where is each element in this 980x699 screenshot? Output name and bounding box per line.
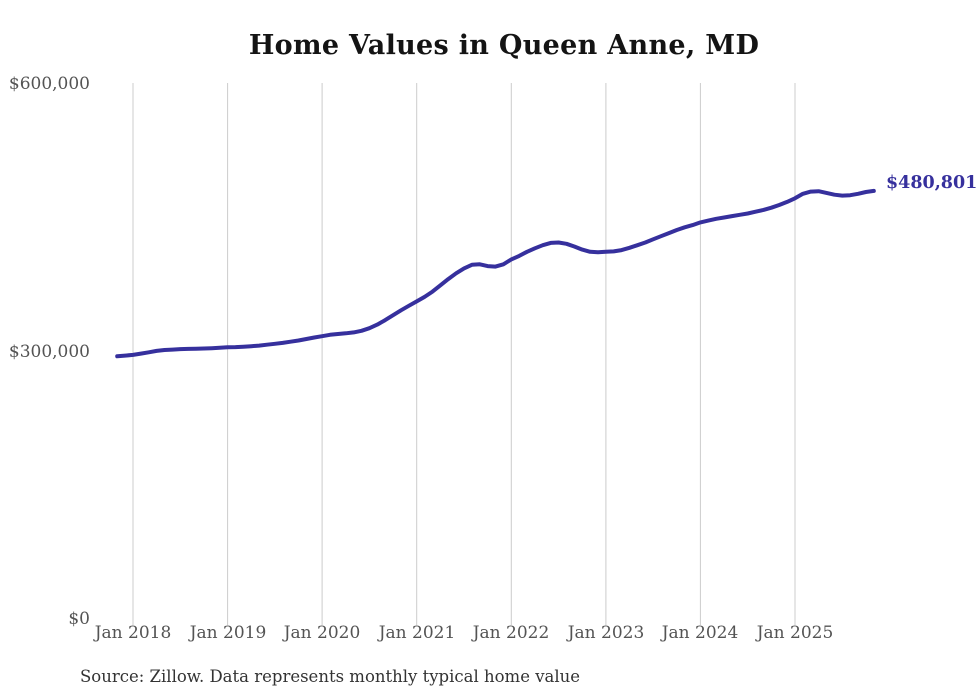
gridlines <box>132 83 796 625</box>
series-end-value-label: $480,801 <box>886 173 978 193</box>
x-tick-label-jan-2019: Jan 2019 <box>189 623 267 643</box>
chart-title: Home Values in Queen Anne, MD <box>248 30 760 61</box>
y-tick-label-300k: $300,000 <box>8 342 90 362</box>
x-tick-label-jan-2025: Jan 2025 <box>756 623 834 643</box>
y-tick-label-600k: $600,000 <box>8 74 90 94</box>
x-tick-label-jan-2024: Jan 2024 <box>661 623 739 643</box>
home-value-series-line <box>115 188 876 359</box>
x-tick-label-jan-2023: Jan 2023 <box>567 623 645 643</box>
x-tick-label-jan-2020: Jan 2020 <box>283 623 361 643</box>
source-note: Source: Zillow. Data represents monthly … <box>80 667 581 686</box>
y-tick-label-0: $0 <box>68 609 90 629</box>
x-tick-label-jan-2022: Jan 2022 <box>472 623 550 643</box>
x-tick-label-jan-2021: Jan 2021 <box>378 623 456 643</box>
x-tick-label-jan-2018: Jan 2018 <box>94 623 172 643</box>
